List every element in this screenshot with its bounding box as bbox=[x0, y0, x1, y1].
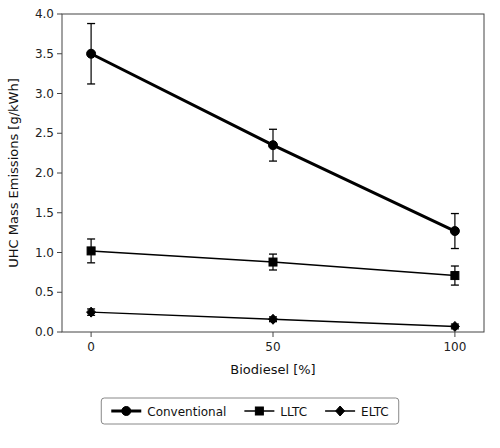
y-tick-label: 3.0 bbox=[35, 87, 54, 101]
x-tick-label: 0 bbox=[87, 340, 95, 354]
y-tick bbox=[57, 252, 62, 253]
y-tick bbox=[57, 292, 62, 293]
legend-marker bbox=[122, 407, 131, 416]
series-line bbox=[91, 312, 455, 326]
point-marker bbox=[87, 247, 95, 255]
x-tick bbox=[91, 332, 92, 337]
legend-item: ELTC bbox=[325, 405, 389, 419]
error-cap bbox=[451, 248, 459, 249]
y-tick bbox=[57, 93, 62, 94]
x-tick-label: 100 bbox=[443, 340, 466, 354]
legend: Conventional LLTC ELTC bbox=[101, 398, 398, 424]
legend-marker bbox=[255, 407, 263, 415]
y-tick-label: 0.5 bbox=[35, 285, 54, 299]
error-cap bbox=[269, 269, 277, 270]
point-marker bbox=[87, 49, 96, 58]
x-tick bbox=[454, 332, 455, 337]
background bbox=[0, 0, 500, 448]
y-tick-label: 1.5 bbox=[35, 206, 54, 220]
error-cap bbox=[269, 129, 277, 130]
error-bar bbox=[87, 24, 95, 84]
y-axis-label: UHC Mass Emissions [g/kWh] bbox=[6, 78, 21, 268]
point-marker bbox=[451, 272, 459, 280]
y-tick-label: 2.5 bbox=[35, 126, 54, 140]
legend-label: ELTC bbox=[361, 405, 389, 419]
y-tick bbox=[57, 53, 62, 54]
series bbox=[87, 24, 460, 249]
y-tick bbox=[57, 332, 62, 333]
series-line bbox=[91, 54, 455, 231]
legend-label: LLTC bbox=[280, 405, 307, 419]
y-tick bbox=[57, 14, 62, 15]
x-axis-label: Biodiesel [%] bbox=[230, 362, 315, 377]
x-tick-label: 50 bbox=[265, 340, 280, 354]
error-cap bbox=[87, 23, 95, 24]
error-bar bbox=[451, 214, 459, 249]
error-cap bbox=[87, 262, 95, 263]
point-marker bbox=[269, 314, 278, 324]
point-marker bbox=[450, 227, 459, 236]
series-line bbox=[91, 251, 455, 276]
y-tick-label: 2.0 bbox=[35, 166, 54, 180]
legend-swatch bbox=[325, 406, 355, 416]
plot-frame bbox=[62, 14, 484, 332]
series bbox=[87, 307, 460, 331]
series bbox=[87, 239, 459, 285]
point-marker bbox=[269, 258, 277, 266]
y-tick bbox=[57, 212, 62, 213]
error-bar bbox=[87, 239, 95, 263]
error-cap bbox=[451, 265, 459, 266]
legend-marker bbox=[336, 406, 345, 416]
error-cap bbox=[269, 160, 277, 161]
legend-swatch bbox=[111, 407, 141, 416]
error-bar bbox=[269, 254, 277, 270]
legend-box bbox=[101, 398, 398, 424]
legend-item: LLTC bbox=[244, 405, 307, 419]
y-tick bbox=[57, 133, 62, 134]
y-tick-label: 1.0 bbox=[35, 246, 54, 260]
chart: 0.0 0.5 1.0 1.5 2.0 2.5 3.0 3.5 4.0 0 50 100 Biodies… bbox=[0, 0, 500, 448]
legend-swatch bbox=[244, 407, 274, 415]
error-cap bbox=[269, 253, 277, 254]
point-marker bbox=[269, 141, 278, 150]
legend-item: Conventional bbox=[111, 405, 226, 419]
legend-label: Conventional bbox=[147, 405, 226, 419]
point-marker bbox=[87, 307, 96, 317]
y-tick-label: 0.0 bbox=[35, 325, 54, 339]
point-marker bbox=[450, 321, 459, 331]
y-tick bbox=[57, 173, 62, 174]
error-bar bbox=[451, 266, 459, 285]
error-cap bbox=[87, 238, 95, 239]
error-cap bbox=[87, 83, 95, 84]
y-tick-label: 3.5 bbox=[35, 47, 54, 61]
y-tick-label: 4.0 bbox=[35, 7, 54, 21]
plot-area bbox=[87, 24, 460, 332]
error-bar bbox=[269, 129, 277, 161]
error-cap bbox=[451, 213, 459, 214]
x-tick bbox=[273, 332, 274, 337]
error-cap bbox=[451, 284, 459, 285]
